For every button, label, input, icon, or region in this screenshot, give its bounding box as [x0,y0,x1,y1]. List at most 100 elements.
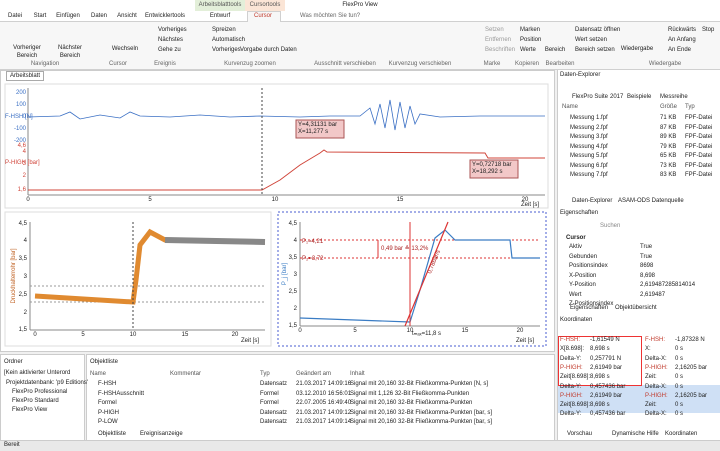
panel-tab[interactable]: Daten-Explorer [572,198,613,204]
list-row[interactable]: Signal mit 1,126 32-Bit Fließkomma-Punkt… [350,390,470,397]
ribbon-button[interactable]: Nächstes [158,37,184,43]
ribbon-button[interactable]: Vorheriges [212,47,241,53]
list-row[interactable]: F-HSH [98,381,117,387]
ribbon-button[interactable]: Stop [702,27,715,33]
ribbon-button[interactable]: Wechseln [111,46,139,52]
coordinate: 0 s [675,411,684,418]
ribbon-button[interactable]: Automatisch [212,37,246,43]
folder-panel [0,354,85,442]
list-row[interactable]: 22.07.2005 16:49:40 [296,400,352,406]
list-row[interactable]: P-LOW [98,419,118,425]
ribbon-tab[interactable]: Ansicht [117,13,137,19]
ribbon-tab[interactable]: Cursor [253,13,273,19]
panel-tab[interactable]: Objektübersicht [615,305,657,311]
coordinate: Delta-Y: [560,355,582,362]
list-row[interactable]: Signal mit 20,160 32-Bit Fließkomma-Punk… [350,409,493,416]
ribbon-button[interactable]: Bereich setzen [575,47,615,53]
list-row[interactable]: 87 KB [660,124,677,131]
ribbon-tab[interactable]: Daten [90,13,108,19]
list-row[interactable]: Datensatz [260,419,288,425]
ribbon-tab[interactable]: Entwicklertools [144,13,186,19]
ribbon-button[interactable]: An Ende [668,47,692,53]
ribbon-button[interactable]: Wert setzen [575,37,607,43]
list-row[interactable]: FPF-Datei [685,162,713,169]
list-row[interactable]: Messung 7.fpf [570,172,608,178]
ribbon-button[interactable]: An Anfang [668,37,696,43]
ribbon-button[interactable]: Gehe zu [158,47,181,53]
ribbon [0,22,720,70]
list-row[interactable]: FPF-Datei [685,143,713,150]
ribbon-button[interactable]: Entfernen [485,37,512,43]
panel-tab[interactable]: Objektliste [98,431,127,437]
list-row[interactable]: 83 KB [660,172,677,178]
ribbon-button[interactable]: Spreizen [212,27,236,33]
tab[interactable]: Arbeitsblatt [6,71,45,81]
list-row[interactable]: Messung 2.fpf [570,124,608,131]
tick-label: 0 [298,328,302,334]
property: 8698 [640,263,654,269]
list-row[interactable]: FPF-Datei [685,172,713,178]
ribbon-button[interactable]: Vorheriger Bereich [13,45,41,59]
coordinate: 0 s [675,374,684,381]
list-row[interactable]: Messung 1.fpf [570,115,608,121]
list-row[interactable]: Signal mit 20,160 32-Bit Fließkomma-Punk… [350,381,489,387]
list-row[interactable]: 21.03.2017 14:09:14 [296,419,352,425]
list-row[interactable]: 03.12.2010 16:56:01 [296,390,352,397]
ribbon-button[interactable]: Setzen [485,27,504,33]
list-row[interactable]: FPF-Datei [685,115,713,121]
ribbon-button[interactable]: Beschriften [485,47,516,53]
panel-tab[interactable]: ASAM-ODS Datenquelle [618,198,684,204]
ribbon-button[interactable]: Datensatz öffnen [575,27,621,33]
panel-tab[interactable]: Ereignisanzeige [140,431,183,437]
cursor-label: Y=0,72718 bar [472,162,512,168]
search-box: Suchen [600,223,621,229]
list-row[interactable]: Formel [98,400,117,406]
ribbon-button[interactable]: Nächster Bereich [57,45,82,59]
tick-label: 20 [521,197,529,203]
ribbon-tab[interactable]: Start [33,13,47,19]
ribbon-tab[interactable]: Entwurf [209,13,231,19]
list-row[interactable]: F-HSHAusschnitt [98,390,145,397]
list-row[interactable]: FPF-Datei [685,124,713,131]
ribbon-tab[interactable]: Einfügen [56,13,80,19]
panel-tab[interactable]: Eigenschaften [570,305,609,311]
panel-tab[interactable]: Dynamische Hilfe [612,431,659,437]
list-row[interactable]: FPF-Datei [685,153,713,159]
panel-title: Eigenschaften [560,210,599,216]
list-row[interactable]: Datensatz [260,381,288,387]
list-row[interactable]: Signal mit 20,160 32-Bit Fließkomma-Punk… [350,419,493,425]
column-header: Kommentar [170,371,202,377]
active-tab [247,11,281,22]
ribbon-button[interactable]: Wiedergabe [620,46,654,52]
ribbon-button[interactable]: Rückwärts [668,27,697,33]
tick-label: 10 [129,332,137,338]
list-row[interactable]: Signal mit 20,160 32-Bit Fließkomma-Punk… [350,400,473,406]
ribbon-tab[interactable]: Datei [7,13,23,19]
list-row[interactable]: Messung 4.fpf [570,143,608,150]
list-row[interactable]: 21.03.2017 14:09:16 [296,381,352,387]
tree-item: Projektdatenbank: 'p9 Editions' [6,380,89,386]
ribbon-button[interactable]: Vorheriges [158,27,187,33]
list-row[interactable]: Messung 3.fpf [570,134,608,140]
ribbon-button[interactable]: Vorgabe durch Daten [240,47,297,53]
list-row[interactable]: Formel [260,400,279,406]
list-row[interactable]: Messung 5.fpf [570,153,608,159]
list-row[interactable]: FPF-Datei [685,134,713,140]
list-row[interactable]: Messung 6.fpf [570,162,608,169]
ribbon-button[interactable]: Marken [520,27,541,33]
list-row[interactable]: 89 KB [660,134,677,140]
ribbon-button[interactable]: Position [520,37,542,43]
ribbon-button[interactable]: Werte [520,47,536,53]
panel-tab[interactable]: Koordinaten [665,431,698,437]
list-row[interactable]: 21.03.2017 14:09:12 [296,409,352,416]
ribbon-button[interactable]: Bereich [544,47,566,53]
list-row[interactable]: P-HIGH [98,409,119,416]
list-row[interactable]: 79 KB [660,143,677,150]
list-row[interactable]: Formel [260,390,279,397]
panel-tab[interactable]: Vorschau [567,431,593,437]
list-row[interactable]: 73 KB [660,162,677,169]
list-row[interactable]: 65 KB [660,153,677,159]
list-row[interactable]: Datensatz [260,409,288,416]
context-tab: Cursortools [249,2,281,8]
list-row[interactable]: 71 KB [660,115,677,121]
